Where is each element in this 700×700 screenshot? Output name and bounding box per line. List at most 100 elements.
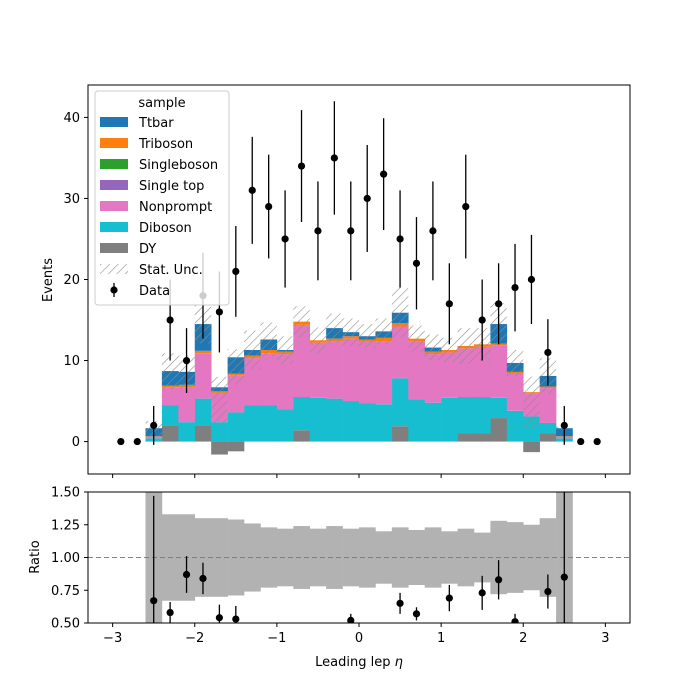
y-tick-label-top: 20 [63,273,80,288]
bar-nonprompt [178,387,196,423]
x-axis-label-symbol: η [395,655,403,670]
ratio-point [511,618,519,623]
data-point [347,227,355,235]
bar-diboson [260,405,278,442]
stat-unc-band [457,328,474,364]
bar-nonprompt [342,338,360,402]
ratio-point [544,587,552,596]
bar-diboson [457,397,475,434]
stat-unc-band [408,325,425,352]
bar-triboson [194,350,212,354]
ratio-point [199,574,207,583]
data-point [363,194,371,203]
legend-label: Ttbar [138,116,174,131]
data-point [281,235,289,243]
y-axis-label-top: Events [41,258,56,302]
data-point [314,227,322,235]
bar-nonprompt [375,341,393,405]
data-point [117,437,125,446]
data-point [380,170,388,178]
ratio-point [347,616,355,623]
stat-unc-band [161,353,179,389]
bar-diboson [375,404,393,442]
x-tick-label: 3 [601,631,609,646]
ratio-unc-band [293,526,311,589]
bar-diboson [342,401,360,442]
bar-nonprompt [309,342,327,398]
x-tick-label: 2 [519,631,527,646]
y-tick-label-bottom: 0.50 [51,617,80,632]
ratio-point [215,614,223,622]
bar-dy [391,426,409,442]
data-point [495,300,503,308]
legend-label: Stat. Unc. [139,263,203,278]
data-point [593,437,601,446]
stat-unc-band [424,334,442,361]
bar-diboson [473,397,491,434]
data-point [166,316,174,324]
y-tick-label-top: 10 [63,354,80,369]
bar-diboson [244,405,261,442]
legend-swatch-dy [100,243,128,253]
bar-diboson [506,410,524,442]
ratio-unc-band [375,531,393,584]
legend-label: Single top [139,179,204,194]
bar-diboson [161,405,179,426]
ratio-point [412,610,421,618]
bar-diboson [194,398,212,426]
bar-dy [473,433,491,442]
legend-title: sample [138,96,185,111]
stat-unc-band [260,322,277,357]
bar-nonprompt [276,354,294,410]
y-tick-label-top: 0 [72,435,80,450]
y-axis-label-bottom: Ratio [28,540,43,573]
stat-unc-band [326,313,343,343]
stat-unc-band [342,318,359,346]
x-tick-label: 0 [355,631,363,646]
bar-nonprompt [326,341,343,399]
bar-nonprompt [441,352,458,398]
legend: sample Ttbar Triboson Singleboson Single to… [94,90,230,306]
bar-diboson [211,422,228,442]
stat-unc-band [506,350,524,376]
bar-nonprompt [194,353,212,399]
data-point [511,284,519,292]
data-point [232,267,240,275]
x-tick-label: 1 [437,631,445,646]
stat-unc-band [375,318,392,345]
bar-diboson [359,403,376,442]
legend-swatch-stat-unc [100,264,128,274]
ratio-point [232,615,240,623]
y-tick-label-bottom: 0.75 [51,584,80,599]
y-tick-label-top: 30 [63,192,80,207]
bar-nonprompt [408,341,425,400]
legend-label: Data [139,284,170,299]
data-point [429,227,437,235]
ratio-panel: −3 −2 −1 0 1 2 3 0.50 0.75 1.00 1.25 1.50 Ratio Lea… [28,486,631,670]
ratio-point [166,608,174,617]
bar-diboson [490,397,508,419]
bar-dy [539,433,557,442]
bar-nonprompt [161,387,179,406]
bar-diboson [441,397,458,442]
bar-dy [523,441,540,453]
data-point [330,154,338,162]
ratio-unc-band [276,528,294,587]
ratio-axis-ticks: −3 −2 −1 0 1 2 3 0.50 0.75 1.00 1.25 1.50 [51,486,609,647]
y-tick-label-top: 40 [63,111,80,126]
bar-nonprompt [293,324,311,398]
bar-diboson [424,402,442,442]
bar-nonprompt [244,358,261,406]
stat-unc-band [211,376,228,424]
x-axis-label: Leading lep η [315,655,403,670]
ratio-point [182,570,191,579]
legend-swatch-single-top [100,180,128,190]
bar-dy [293,430,311,442]
bar-dy [194,425,212,442]
ratio-point [478,589,486,597]
legend-label: Nonprompt [139,200,212,215]
legend-data-marker [110,286,118,294]
x-tick-label: −3 [103,631,122,646]
bar-diboson [276,409,294,442]
bar-diboson [293,397,311,431]
